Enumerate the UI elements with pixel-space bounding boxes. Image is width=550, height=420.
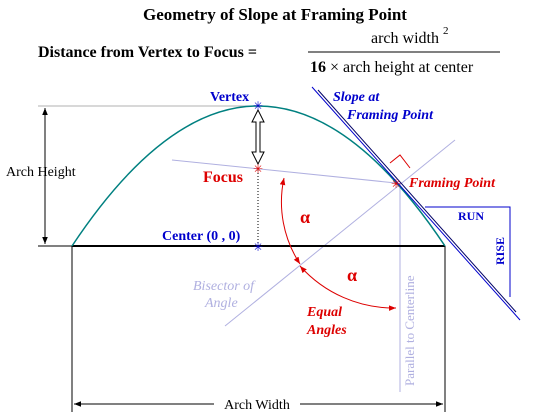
run-rise-triangle (425, 206, 511, 297)
formula-coefficient: 16 (310, 59, 326, 76)
arch-width-label: Arch Width (224, 398, 290, 413)
formula-denominator: × arch height at center (330, 59, 474, 76)
focus-label: Focus (203, 169, 243, 186)
focus-point: ✳ (253, 162, 263, 176)
title: Geometry of Slope at Framing Point (143, 5, 407, 24)
slope-label: Slope at (333, 90, 380, 105)
focus-line (171, 159, 397, 184)
bisector-label: Angle (204, 296, 238, 311)
arch-height-label: Arch Height (6, 165, 76, 180)
parallel-label: Parallel to Centerline (402, 275, 417, 386)
alpha-label: α (347, 265, 357, 285)
framing-point: ✳ (391, 177, 401, 191)
equal-angles-label: Angles (306, 323, 347, 338)
vertex-label: Vertex (210, 90, 249, 105)
center-label: Center (0 , 0) (162, 229, 241, 244)
formula-exponent: 2 (443, 25, 449, 37)
tangent-line (317, 89, 517, 313)
angle-arc (279, 177, 301, 265)
bisector-label: Bisector of (193, 279, 256, 294)
tangent-line (311, 86, 521, 321)
angle-arc (299, 265, 397, 311)
equal-angles-label: Equal (306, 305, 342, 320)
run-label: RUN (458, 209, 484, 223)
bisector-line (224, 139, 456, 327)
formula-lhs: Distance from Vertex to Focus = (38, 44, 257, 61)
label-background (214, 396, 300, 412)
vertex-point: ✳ (253, 99, 263, 113)
rise-label: RISE (493, 237, 507, 265)
vertex-focus-arrow (251, 108, 265, 166)
framing-point-label: Framing Point (408, 176, 496, 191)
center-point: ✳ (253, 240, 263, 254)
alpha-label: α (300, 207, 310, 227)
arch (71, 105, 446, 247)
formula-numerator: arch width (371, 30, 439, 47)
slope-label: Framing Point (346, 108, 434, 123)
right-angle (389, 154, 411, 169)
